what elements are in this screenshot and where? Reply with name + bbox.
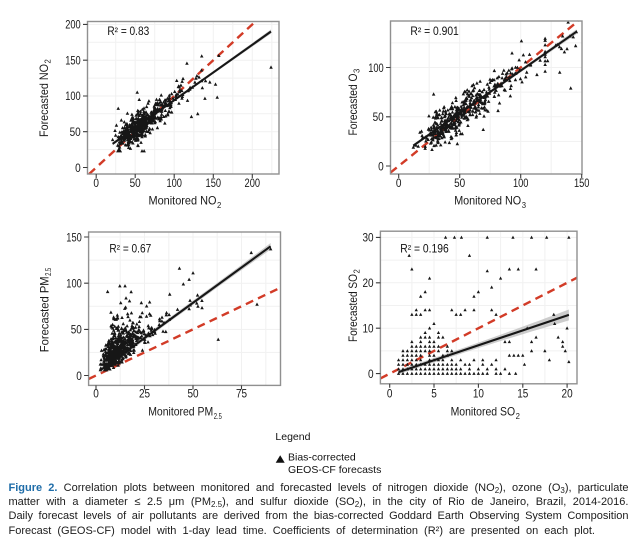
svg-text:100: 100: [166, 176, 182, 190]
svg-text:50: 50: [454, 176, 465, 190]
svg-text:150: 150: [206, 176, 222, 190]
svg-text:50: 50: [71, 323, 82, 337]
svg-text:Monitored SO: Monitored SO: [451, 405, 515, 419]
svg-text:R² = 0.83: R² = 0.83: [107, 26, 149, 38]
svg-text:100: 100: [368, 61, 384, 75]
svg-text:2.5: 2.5: [43, 268, 53, 276]
svg-text:0: 0: [93, 176, 99, 190]
svg-text:2: 2: [43, 59, 53, 64]
svg-text:2: 2: [352, 269, 362, 274]
svg-text:10: 10: [473, 387, 484, 401]
svg-text:Monitored NO: Monitored NO: [454, 193, 521, 207]
svg-text:Monitored PM: Monitored PM: [148, 405, 213, 419]
svg-text:GEOS-CF forecasts: GEOS-CF forecasts: [288, 464, 381, 476]
svg-text:15: 15: [517, 387, 528, 401]
svg-text:30: 30: [363, 231, 374, 245]
svg-text:Forecasted NO: Forecasted NO: [37, 64, 51, 137]
svg-text:0: 0: [368, 367, 374, 381]
svg-text:Forecasted PM: Forecasted PM: [38, 276, 52, 352]
svg-text:150: 150: [65, 54, 81, 68]
svg-text:0: 0: [396, 176, 402, 190]
svg-text:50: 50: [187, 387, 198, 401]
svg-text:75: 75: [236, 387, 247, 401]
svg-text:0: 0: [76, 369, 82, 383]
svg-text:0: 0: [93, 387, 99, 401]
svg-text:150: 150: [574, 176, 590, 190]
svg-text:150: 150: [66, 230, 82, 244]
svg-text:Bias-corrected: Bias-corrected: [288, 452, 356, 464]
svg-text:50: 50: [70, 125, 81, 139]
svg-text:100: 100: [65, 89, 81, 103]
svg-text:0: 0: [378, 159, 384, 173]
svg-text:10: 10: [363, 322, 374, 336]
svg-text:Monitored NO: Monitored NO: [149, 193, 217, 207]
svg-text:25: 25: [139, 387, 150, 401]
svg-text:200: 200: [245, 176, 261, 190]
svg-text:20: 20: [363, 276, 374, 290]
svg-text:3: 3: [352, 68, 362, 73]
svg-text:R² = 0.67: R² = 0.67: [109, 244, 151, 256]
svg-text:100: 100: [66, 277, 82, 291]
svg-text:200: 200: [65, 18, 81, 32]
svg-text:50: 50: [373, 110, 384, 124]
svg-text:R² = 0.901: R² = 0.901: [410, 26, 458, 38]
svg-text:0: 0: [75, 161, 81, 175]
svg-text:50: 50: [130, 176, 141, 190]
svg-text:3: 3: [522, 200, 527, 210]
svg-text:2: 2: [217, 200, 222, 210]
svg-text:Forecasted SO: Forecasted SO: [346, 274, 360, 342]
svg-text:20: 20: [562, 387, 573, 401]
svg-text:5: 5: [431, 387, 437, 401]
svg-text:Forecasted O: Forecasted O: [346, 74, 360, 136]
svg-text:0: 0: [387, 387, 393, 401]
svg-text:100: 100: [513, 176, 529, 190]
svg-text:Legend: Legend: [275, 431, 310, 443]
svg-text:2.5: 2.5: [214, 411, 222, 421]
svg-text:R² = 0.196: R² = 0.196: [400, 244, 448, 256]
svg-text:2: 2: [516, 411, 521, 421]
